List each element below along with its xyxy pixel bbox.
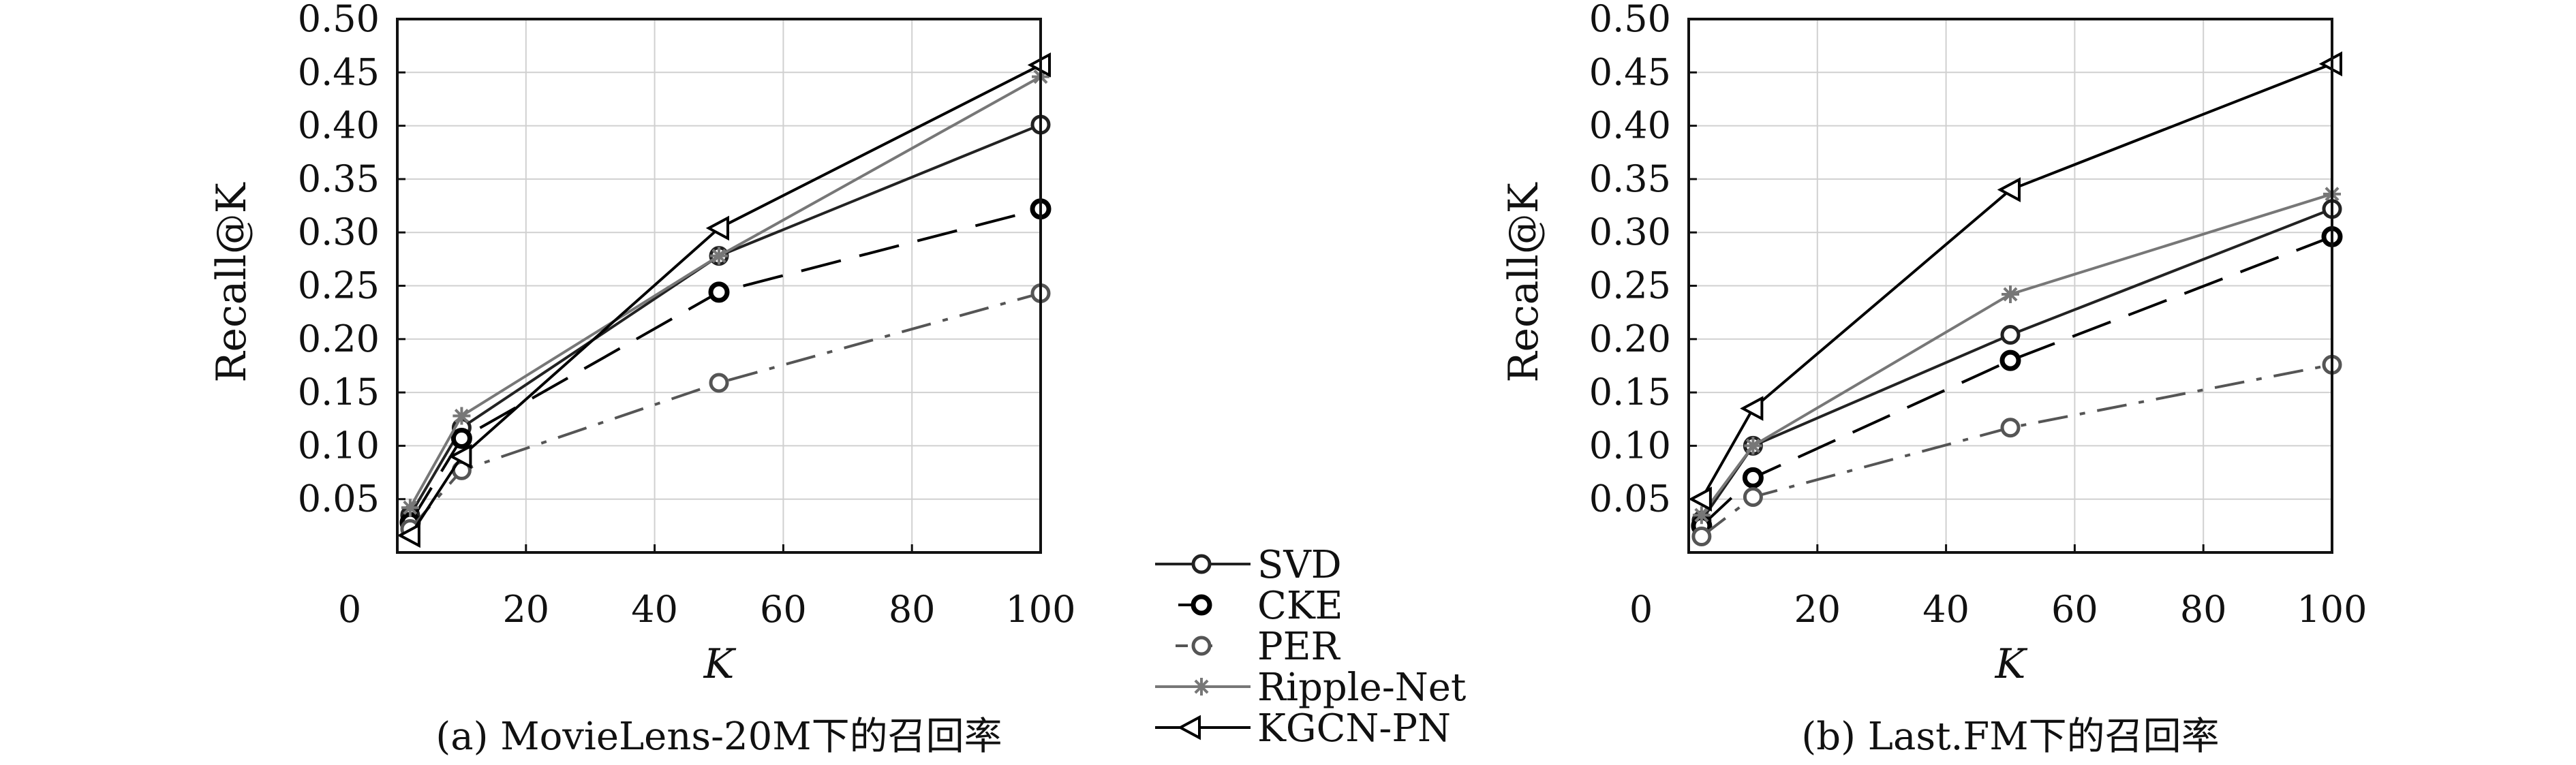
y-tick-label: 0.45 (1589, 50, 1671, 93)
series-line-cke (409, 207, 1041, 524)
y-tick-label: 0.50 (1589, 0, 1671, 40)
series-line-per (1700, 363, 2333, 538)
chart-panel-movielens: 0.05 0.10 0.15 0.20 0.25 0.30 0.35 0.40 0.45 0.50… (208, 0, 1076, 759)
y-axis-label: Recall@K (208, 182, 256, 382)
y-tick-label: 0.40 (1589, 104, 1671, 147)
y-tick-label: 0.05 (298, 478, 380, 520)
series-group (1688, 51, 2343, 547)
data-point-per (2000, 418, 2021, 438)
tick-labels: 0.05 0.10 0.15 0.20 0.25 0.30 0.35 0.40 0.45 0.50… (1589, 0, 2367, 631)
y-tick-label: 0.50 (298, 0, 380, 40)
data-point-ripple-net (1692, 506, 1711, 525)
data-point-per (1191, 636, 1212, 656)
data-point-ripple-net (1744, 437, 1762, 455)
legend-label-per: PER (1257, 625, 1341, 669)
axes-frame (396, 18, 1042, 554)
tick-labels: 0.05 0.10 0.15 0.20 0.25 0.30 0.35 0.40 0.45 0.50… (298, 0, 1076, 631)
y-tick-label: 0.25 (298, 264, 380, 307)
data-point-ripple-net (2002, 285, 2019, 304)
axes-frame (1687, 18, 2333, 554)
data-point-cke (450, 427, 472, 449)
chart-panel-lastfm: 0.05 0.10 0.15 0.20 0.25 0.30 0.35 0.40 0.45 0.50… (1500, 0, 2367, 759)
series-line-kgcn-pn (409, 63, 1041, 537)
series-line-ripple-net (409, 75, 1041, 509)
x-tick-label: 80 (2180, 588, 2227, 631)
x-tick-label: 20 (1794, 588, 1841, 631)
x-axis-label: K (703, 640, 737, 688)
data-point-per (1691, 527, 1712, 547)
data-point-svd (1191, 554, 1212, 574)
x-tick-label: 40 (1922, 588, 1969, 631)
x-tick-label: 100 (1005, 588, 1075, 631)
x-axis-label: K (1995, 640, 2028, 688)
data-point-cke (1191, 594, 1212, 616)
y-tick-label: 0.15 (298, 371, 380, 413)
legend-label-ripple-net: Ripple-Net (1257, 666, 1467, 710)
data-point-ripple-net (401, 499, 419, 517)
data-point-kgcn-pn (1997, 177, 2021, 202)
data-point-kgcn-pn (1740, 396, 1764, 421)
y-tick-label: 0.25 (1589, 264, 1671, 307)
x-tick-label: 0 (338, 588, 361, 631)
data-point-ripple-net (1193, 678, 1210, 696)
series-line-ripple-net (1700, 192, 2333, 516)
data-point-kgcn-pn (448, 443, 472, 469)
data-point-per (709, 373, 729, 393)
data-point-cke (1742, 467, 1764, 488)
series-line-per (409, 292, 1041, 530)
data-point-per (1743, 487, 1763, 508)
y-tick-label: 0.10 (1589, 424, 1671, 467)
data-point-svd (2000, 325, 2021, 345)
legend-label-svd: SVD (1257, 543, 1342, 587)
y-tick-label: 0.40 (298, 104, 380, 147)
y-tick-label: 0.45 (298, 50, 380, 93)
chart-caption: (b) Last.FM下的召回率 (1801, 715, 2219, 759)
data-point-kgcn-pn (1688, 486, 1712, 512)
x-tick-label: 20 (502, 588, 549, 631)
legend-label-kgcn-pn: KGCN-PN (1257, 706, 1451, 751)
y-tick-label: 0.20 (1589, 317, 1671, 360)
data-point-ripple-net (710, 247, 728, 265)
series-line-kgcn-pn (1700, 62, 2333, 500)
data-point-ripple-net (453, 407, 471, 425)
legend-label-cke: CKE (1257, 584, 1343, 628)
series-line-svd (1700, 207, 2333, 522)
y-tick-label: 0.30 (298, 210, 380, 253)
x-tick-label: 100 (2297, 588, 2367, 631)
x-tick-label: 60 (2051, 588, 2098, 631)
y-tick-label: 0.35 (298, 157, 380, 200)
chart-caption: (a) MovieLens-20M下的召回率 (435, 715, 1002, 759)
series-group (397, 52, 1052, 548)
y-tick-label: 0.30 (1589, 210, 1671, 253)
data-point-cke (708, 281, 730, 303)
plot-area-border (1687, 18, 2333, 554)
y-tick-label: 0.20 (298, 317, 380, 360)
plot-area-border (396, 18, 1042, 554)
y-tick-label: 0.15 (1589, 371, 1671, 413)
data-point-kgcn-pn (705, 215, 729, 241)
data-point-cke (1999, 349, 2021, 371)
x-tick-label: 80 (889, 588, 936, 631)
x-tick-label: 60 (760, 588, 807, 631)
x-tick-label: 0 (1629, 588, 1653, 631)
y-tick-label: 0.05 (1589, 478, 1671, 520)
x-tick-label: 40 (631, 588, 678, 631)
data-point-kgcn-pn (1177, 715, 1201, 740)
y-tick-label: 0.35 (1589, 157, 1671, 200)
data-point-kgcn-pn (397, 522, 420, 548)
series-line-cke (1700, 235, 2333, 527)
y-tick-label: 0.10 (298, 424, 380, 467)
y-axis-label: Recall@K (1500, 182, 1548, 382)
